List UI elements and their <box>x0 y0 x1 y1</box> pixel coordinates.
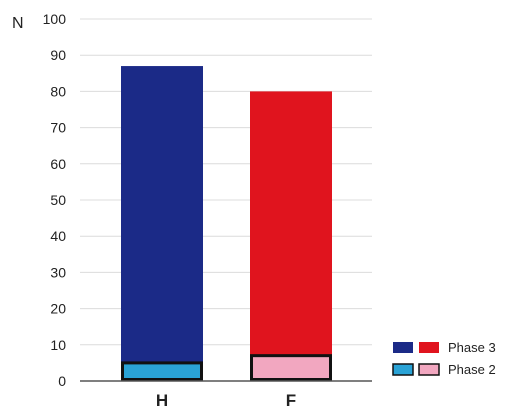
legend-swatch-phase-2 <box>392 363 414 376</box>
y-tick-label: 100 <box>43 11 67 27</box>
legend-label: Phase 2 <box>448 362 496 377</box>
x-category-label: F <box>286 391 296 410</box>
x-category-label: H <box>156 391 168 410</box>
y-tick-label: 0 <box>58 373 66 389</box>
y-tick-label: 40 <box>50 228 66 244</box>
bar-phase-3-F <box>250 91 332 382</box>
y-tick-label: 30 <box>50 264 66 280</box>
legend-swatch-phase-2 <box>418 363 440 376</box>
bar-phase-2-F <box>250 354 332 382</box>
legend-swatch-phase-3 <box>419 342 439 353</box>
y-tick-label: 60 <box>50 156 66 172</box>
legend-swatch-phase-3 <box>393 342 413 353</box>
bars <box>121 66 332 382</box>
y-tick-label: 70 <box>50 120 66 136</box>
y-axis-label: N <box>12 15 24 32</box>
legend-label: Phase 3 <box>448 340 496 355</box>
y-axis-ticks: 0 10 20 30 40 50 60 70 80 90 100 <box>43 11 67 389</box>
bar-phase-2-H <box>121 361 203 381</box>
y-tick-label: 50 <box>50 192 66 208</box>
legend: Phase 3 Phase 2 <box>392 340 496 377</box>
y-tick-label: 80 <box>50 83 66 99</box>
y-tick-label: 10 <box>50 337 66 353</box>
y-tick-label: 20 <box>50 301 66 317</box>
y-tick-label: 90 <box>50 47 66 63</box>
bar-phase-3-H <box>121 66 203 381</box>
